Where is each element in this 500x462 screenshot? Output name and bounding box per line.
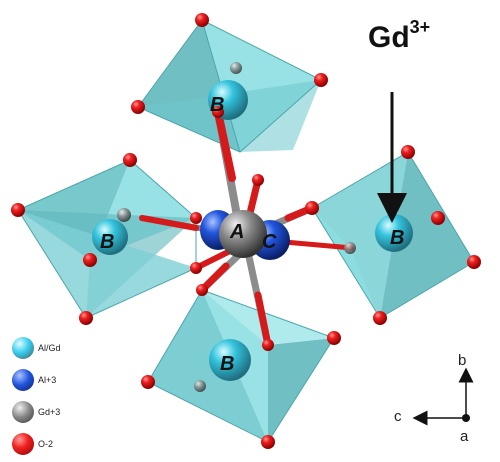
- legend-item: Al/Gd: [12, 332, 61, 364]
- legend-label: Al/Gd: [38, 343, 61, 353]
- oxygen-atoms: [11, 13, 481, 449]
- legend: Al/Gd Al+3 Gd+3 O-2: [12, 332, 61, 460]
- sphere-icon: [12, 369, 34, 391]
- legend-item: O-2: [12, 428, 61, 460]
- legend-label: Gd+3: [38, 407, 61, 417]
- site-label-b-right: B: [390, 227, 404, 249]
- sphere-icon: [12, 401, 34, 423]
- site-label-b-top: B: [210, 94, 224, 116]
- legend-item: Al+3: [12, 364, 61, 396]
- gd-ion-symbol: Gd: [368, 21, 410, 54]
- b-atom-bottom: [209, 339, 251, 381]
- b-atom-left: [92, 219, 128, 255]
- b-atom-right: [375, 214, 413, 252]
- legend-label: O-2: [38, 439, 54, 449]
- gd-ion-charge: 3+: [409, 17, 431, 37]
- sphere-icon: [12, 337, 34, 359]
- legend-label: Al+3: [38, 375, 57, 385]
- gd-ion-label: Gd3+: [368, 17, 431, 55]
- site-label-c: C: [262, 231, 277, 253]
- center-atoms: [200, 210, 290, 260]
- axis-label-a: a: [460, 428, 469, 445]
- axes-indicator: [412, 367, 474, 426]
- site-label-a: A: [229, 221, 244, 243]
- gd-atom-center: [219, 210, 267, 258]
- site-label-b-bottom: B: [220, 353, 234, 375]
- axis-label-b: b: [458, 352, 467, 369]
- sphere-icon: [12, 433, 34, 455]
- legend-item: Gd+3: [12, 396, 61, 428]
- site-label-b-left: B: [100, 231, 114, 253]
- axis-label-c: c: [394, 408, 402, 425]
